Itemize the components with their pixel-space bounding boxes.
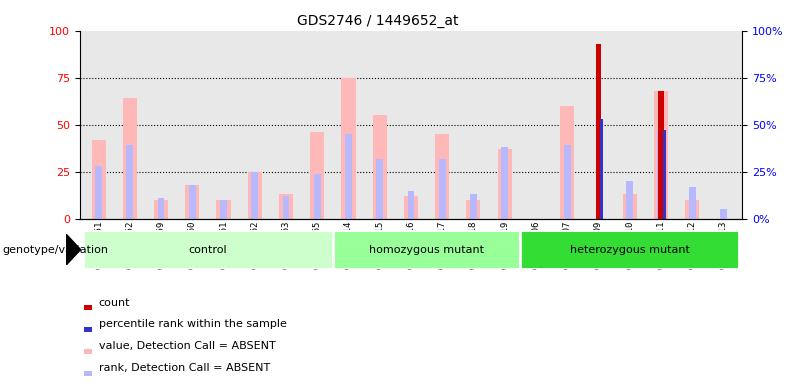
Bar — [220, 200, 227, 219]
Bar — [595, 44, 601, 219]
Bar — [310, 132, 324, 219]
Bar — [439, 159, 445, 219]
Bar — [85, 371, 92, 376]
Bar — [126, 146, 133, 219]
Bar — [342, 78, 356, 219]
Bar — [600, 119, 603, 219]
Bar — [685, 200, 699, 219]
Bar — [373, 115, 387, 219]
Bar — [622, 194, 637, 219]
Bar — [501, 147, 508, 219]
Bar — [466, 200, 480, 219]
Bar — [658, 91, 664, 219]
Bar — [435, 134, 449, 219]
Bar — [251, 172, 259, 219]
Bar — [563, 146, 571, 219]
Bar — [626, 181, 633, 219]
Bar — [470, 194, 477, 219]
Text: homozygous mutant: homozygous mutant — [369, 245, 484, 255]
Bar — [408, 190, 414, 219]
Text: value, Detection Call = ABSENT: value, Detection Call = ABSENT — [99, 341, 275, 351]
Bar — [92, 140, 105, 219]
Bar — [658, 131, 665, 219]
Text: genotype/variation: genotype/variation — [2, 245, 109, 255]
Bar — [282, 196, 290, 219]
Bar — [689, 187, 696, 219]
Bar — [498, 149, 512, 219]
Bar — [95, 166, 102, 219]
Bar — [333, 230, 520, 269]
Bar — [279, 194, 293, 219]
Text: rank, Detection Call = ABSENT: rank, Detection Call = ABSENT — [99, 363, 270, 373]
Bar — [83, 230, 333, 269]
Bar — [247, 172, 262, 219]
Bar — [314, 174, 321, 219]
Bar — [560, 106, 575, 219]
Text: control: control — [188, 245, 227, 255]
Bar — [123, 98, 136, 219]
Bar — [720, 210, 727, 219]
Bar — [85, 349, 92, 354]
Bar — [85, 327, 92, 332]
Bar — [520, 230, 739, 269]
Polygon shape — [66, 234, 81, 265]
Bar — [157, 198, 164, 219]
Bar — [189, 185, 196, 219]
Bar — [654, 91, 668, 219]
Bar — [216, 200, 231, 219]
Bar — [345, 134, 352, 219]
Bar — [404, 196, 418, 219]
Bar — [154, 200, 168, 219]
Title: GDS2746 / 1449652_at: GDS2746 / 1449652_at — [297, 14, 459, 28]
Text: heterozygous mutant: heterozygous mutant — [570, 245, 689, 255]
Bar — [85, 305, 92, 310]
Text: count: count — [99, 298, 130, 308]
Bar — [185, 185, 200, 219]
Bar — [377, 159, 383, 219]
Bar — [662, 131, 666, 219]
Text: percentile rank within the sample: percentile rank within the sample — [99, 319, 286, 329]
